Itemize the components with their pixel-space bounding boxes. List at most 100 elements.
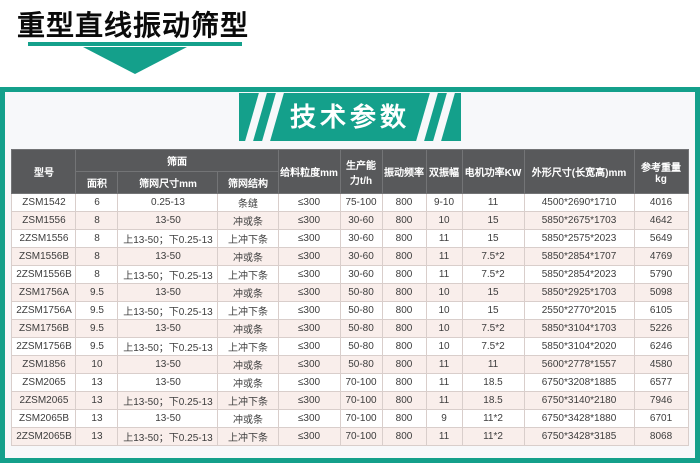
table-cell: ≤300	[277, 211, 341, 230]
table-cell: 冲或条	[217, 211, 279, 230]
table-cell: 9.5	[75, 319, 119, 338]
header-capacity: 生产能力t/h	[339, 149, 383, 194]
table-cell: 6	[75, 193, 119, 212]
table-cell: ≤300	[277, 427, 341, 446]
table-cell: 2ZSM1556B	[11, 265, 77, 284]
table-cell: 50-80	[339, 319, 383, 338]
table-cell: 800	[381, 193, 427, 212]
header-double-amplitude: 双振幅	[425, 149, 463, 194]
table-cell: 800	[381, 247, 427, 266]
table-cell: 上冲下条	[217, 337, 279, 356]
table-cell: 5850*2854*1707	[523, 247, 635, 266]
table-cell: 11	[425, 247, 463, 266]
table-cell: 800	[381, 391, 427, 410]
table-cell: 2ZSM2065B	[11, 427, 77, 446]
table-row: ZSM2065 13 13-50 冲或条 ≤300 70-100 800 11 18.5 6750…	[11, 373, 689, 392]
table-cell: 5850*2575*2023	[523, 229, 635, 248]
table-cell: 0.25-13	[117, 193, 219, 212]
spec-table-header: 型号 筛面 给料粒度mm 生产能力t/h 振动频率 双振幅 电机功率KW 外形尺…	[11, 149, 689, 194]
table-cell: 6750*3428*3185	[523, 427, 635, 446]
table-cell: 13-50	[117, 373, 219, 392]
table-cell: 7.5*2	[461, 337, 525, 356]
table-cell: 8	[75, 229, 119, 248]
table-cell: 冲或条	[217, 373, 279, 392]
table-cell: 13	[75, 409, 119, 428]
table-cell: ≤300	[277, 301, 341, 320]
table-cell: 10	[425, 337, 463, 356]
table-cell: 7.5*2	[461, 319, 525, 338]
table-cell: 冲或条	[217, 409, 279, 428]
table-row: ZSM1556B 8 13-50 冲或条 ≤300 30-60 800 11 7.5*2 5850…	[11, 247, 689, 266]
table-cell: 6750*3428*1880	[523, 409, 635, 428]
table-cell: 4580	[633, 355, 689, 374]
table-cell: 8	[75, 211, 119, 230]
table-cell: 7.5*2	[461, 265, 525, 284]
table-cell: 11	[425, 265, 463, 284]
table-cell: 800	[381, 319, 427, 338]
table-cell: 15	[461, 229, 525, 248]
table-cell: ≤300	[277, 283, 341, 302]
table-cell: ZSM1856	[11, 355, 77, 374]
table-cell: ZSM1756A	[11, 283, 77, 302]
table-cell: 6750*3208*1885	[523, 373, 635, 392]
table-cell: 800	[381, 301, 427, 320]
table-cell: 8	[75, 265, 119, 284]
table-cell: ZSM1556	[11, 211, 77, 230]
table-cell: 5850*2854*2023	[523, 265, 635, 284]
table-cell: 9.5	[75, 337, 119, 356]
table-cell: 4769	[633, 247, 689, 266]
table-cell: 800	[381, 355, 427, 374]
table-cell: 800	[381, 211, 427, 230]
table-cell: 上冲下条	[217, 229, 279, 248]
table-row: ZSM1756B 9.5 13-50 冲或条 ≤300 50-80 800 10 7.5*2 58…	[11, 319, 689, 338]
table-cell: 冲或条	[217, 319, 279, 338]
table-cell: ZSM1556B	[11, 247, 77, 266]
page-title: 重型直线振动筛型	[17, 10, 250, 41]
table-row: 2ZSM1756A 9.5 上13-50；下0.25-13 上冲下条 ≤300 50-80…	[11, 301, 689, 320]
table-cell: 5850*2925*1703	[523, 283, 635, 302]
table-cell: 30-60	[339, 211, 383, 230]
table-cell: 13-50	[117, 247, 219, 266]
table-cell: 5649	[633, 229, 689, 248]
table-cell: 6701	[633, 409, 689, 428]
table-cell: 6577	[633, 373, 689, 392]
table-row: ZSM1756A 9.5 13-50 冲或条 ≤300 50-80 800 10 15 5850*…	[11, 283, 689, 302]
table-cell: 10	[425, 283, 463, 302]
table-cell: 上冲下条	[217, 301, 279, 320]
title-underline	[28, 42, 242, 46]
table-cell: 50-80	[339, 283, 383, 302]
table-row: 2ZSM1556 8 上13-50；下0.25-13 上冲下条 ≤300 30-60 800…	[11, 229, 689, 248]
header-area: 面积	[75, 171, 119, 194]
table-cell: 13	[75, 391, 119, 410]
table-cell: ≤300	[277, 247, 341, 266]
table-cell: 7946	[633, 391, 689, 410]
table-cell: 9.5	[75, 301, 119, 320]
table-cell: 70-100	[339, 427, 383, 446]
table-cell: 13-50	[117, 211, 219, 230]
table-cell: 11	[425, 229, 463, 248]
table-cell: 5098	[633, 283, 689, 302]
table-cell: 4500*2690*1710	[523, 193, 635, 212]
header-feed-size: 给料粒度mm	[277, 149, 341, 194]
table-cell: 13-50	[117, 283, 219, 302]
table-cell: 800	[381, 373, 427, 392]
table-cell: 上冲下条	[217, 265, 279, 284]
tech-params-panel: 技术参数 型号 筛面 给料粒度mm 生产能力t/h 振动频率 双振幅 电机功率K…	[0, 87, 700, 463]
table-cell: 70-100	[339, 391, 383, 410]
table-cell: 11*2	[461, 427, 525, 446]
table-row: ZSM1556 8 13-50 冲或条 ≤300 30-60 800 10 15 5850*267…	[11, 211, 689, 230]
table-cell: 10	[425, 301, 463, 320]
header-dimensions: 外形尺寸(长宽高)mm	[523, 149, 635, 194]
table-cell: 上13-50；下0.25-13	[117, 229, 219, 248]
table-cell: 11	[425, 391, 463, 410]
table-cell: 11	[461, 355, 525, 374]
table-cell: 2ZSM1556	[11, 229, 77, 248]
table-cell: 30-60	[339, 247, 383, 266]
table-row: ZSM1542 6 0.25-13 条缝 ≤300 75-100 800 9-10 11 4500…	[11, 193, 689, 212]
table-cell: 4016	[633, 193, 689, 212]
table-cell: 条缝	[217, 193, 279, 212]
table-cell: 9-10	[425, 193, 463, 212]
table-cell: 5226	[633, 319, 689, 338]
table-cell: 11*2	[461, 409, 525, 428]
table-cell: 70-100	[339, 373, 383, 392]
